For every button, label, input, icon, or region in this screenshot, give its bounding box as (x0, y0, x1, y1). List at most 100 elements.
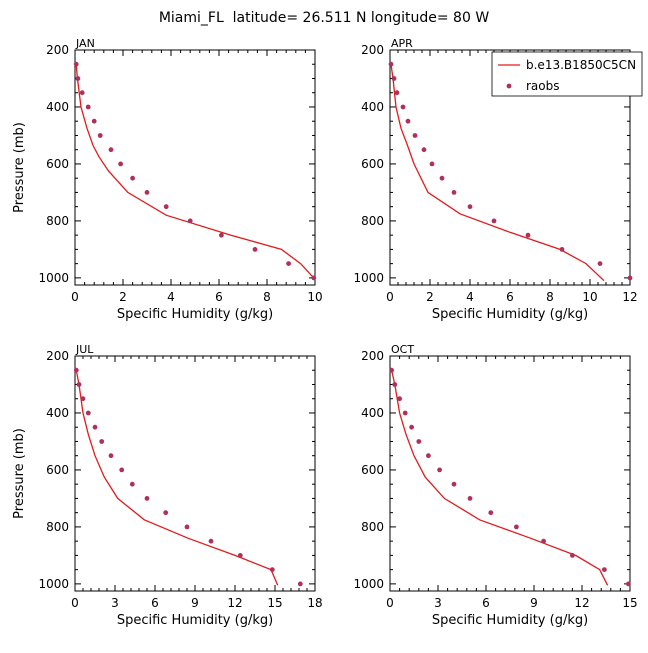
model-line (390, 64, 605, 282)
x-tick-label: 10 (307, 290, 322, 304)
raobs-point (426, 453, 431, 459)
x-tick-label: 12 (574, 596, 589, 610)
panel-jul: JUL 0 3 6 9 12 15 18 200 400 600 800 1000 Specific Hu… (12, 343, 323, 628)
raobs-point (118, 161, 123, 167)
x-tick-label: 9 (530, 596, 538, 610)
x-tick-label: 10 (582, 290, 597, 304)
x-tick-label: 2 (426, 290, 434, 304)
x-tick-label: 3 (111, 596, 119, 610)
legend-entry-label: b.e13.B1850C5CN (526, 58, 636, 72)
raobs-point (429, 161, 435, 167)
raobs-point (92, 424, 98, 430)
raobs-point (85, 410, 91, 416)
raobs-point (451, 190, 457, 195)
y-tick-label: 600 (361, 157, 384, 171)
legend-entry-label: raobs (526, 79, 560, 93)
raobs-point (187, 218, 193, 224)
raobs-point (602, 567, 607, 572)
y-tick-label: 1000 (353, 577, 384, 591)
x-tick-label: 0 (71, 596, 79, 610)
x-tick-label: 15 (267, 596, 282, 610)
y-tick-label: 800 (361, 520, 384, 534)
x-tick-label: 8 (546, 290, 554, 304)
raobs-point (525, 232, 531, 238)
raobs-point (439, 175, 445, 181)
y-tick-label: 200 (46, 43, 69, 57)
raobs-point (184, 524, 190, 530)
raobs-point (400, 104, 406, 110)
x-axis-label: Specific Humidity (g/kg) (117, 307, 273, 322)
raobs-point (85, 104, 91, 110)
y-tick-label: 1000 (353, 271, 384, 285)
raobs-point (108, 453, 114, 459)
raobs-point (144, 496, 150, 501)
raobs-point (467, 496, 473, 501)
raobs-point (391, 76, 397, 81)
raobs-point (488, 510, 494, 516)
x-tick-label: 0 (386, 290, 394, 304)
y-tick-label: 800 (361, 214, 384, 228)
raobs-point (451, 481, 457, 487)
x-tick-label: 4 (167, 290, 175, 304)
y-tick-label: 800 (46, 214, 69, 228)
raobs-point (397, 396, 402, 402)
raobs-point (467, 204, 473, 210)
plot-frame (389, 355, 631, 592)
x-tick-label: 8 (263, 290, 271, 304)
y-tick-label: 200 (361, 349, 384, 363)
panel-label: OCT (391, 343, 414, 356)
raobs-point (75, 76, 81, 81)
panel-apr: APR 0 2 4 6 8 10 12 200 400 600 800 1000 Specific Hum… (353, 37, 637, 322)
raobs-point (559, 247, 565, 252)
raobs-point (144, 190, 150, 195)
y-tick-label: 400 (46, 100, 69, 114)
x-tick-label: 2 (119, 290, 127, 304)
raobs-point (97, 133, 103, 138)
raobs-point (129, 481, 135, 487)
raobs-point (99, 439, 105, 444)
x-tick-label: 4 (466, 290, 474, 304)
plot-frame (74, 49, 316, 286)
panel-oct: OCT 0 3 6 9 12 15 200 400 600 800 1000 Specific Humi… (353, 343, 637, 628)
raobs-point (163, 510, 169, 516)
x-tick-label: 15 (622, 596, 637, 610)
x-axis-label: Specific Humidity (g/kg) (117, 613, 273, 628)
legend-box (491, 51, 643, 97)
x-tick-label: 6 (506, 290, 514, 304)
raobs-point (626, 581, 631, 587)
legend: b.e13.B1850C5CN raobs (491, 51, 643, 97)
raobs-point (91, 118, 97, 124)
raobs-point (541, 538, 546, 544)
raobs-point (119, 467, 125, 473)
raobs-point (208, 538, 214, 544)
raobs-point (286, 261, 291, 266)
x-tick-label: 0 (71, 290, 79, 304)
raobs-point (130, 175, 136, 181)
raobs-point (627, 275, 633, 281)
raobs-point (409, 424, 414, 430)
raobs-point (405, 118, 411, 124)
y-axis-label: Pressure (mb) (12, 122, 27, 213)
y-tick-label: 400 (46, 406, 69, 420)
raobs-point (437, 467, 442, 473)
y-tick-label: 600 (361, 463, 384, 477)
raobs-point (297, 581, 303, 587)
y-tick-label: 1000 (38, 271, 69, 285)
raobs-point (80, 396, 86, 402)
x-tick-label: 9 (191, 596, 199, 610)
y-tick-label: 1000 (38, 577, 69, 591)
panel-label: JUL (75, 343, 94, 356)
y-tick-label: 400 (361, 100, 384, 114)
raobs-point (79, 90, 85, 96)
x-axis-label: Specific Humidity (g/kg) (432, 613, 588, 628)
model-line (390, 370, 609, 586)
y-tick-label: 600 (46, 463, 69, 477)
y-tick-label: 200 (361, 43, 384, 57)
y-axis-label: Pressure (mb) (12, 428, 27, 519)
raobs-point (514, 524, 519, 530)
panel-label: JAN (75, 37, 95, 50)
raobs-point (252, 247, 258, 252)
raobs-point (219, 232, 224, 238)
